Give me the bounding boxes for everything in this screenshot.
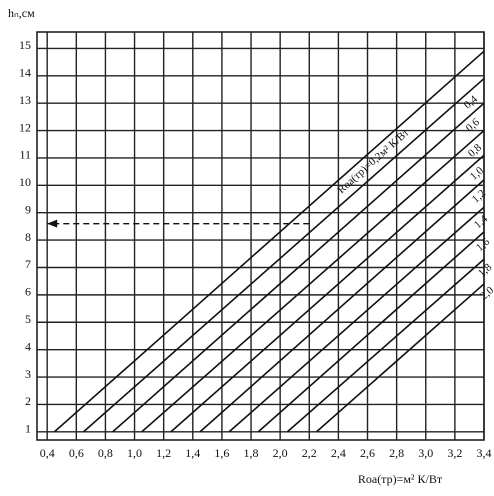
series-line <box>199 179 485 433</box>
series-line <box>286 258 485 433</box>
x-tick-label: 0,4 <box>40 446 55 460</box>
series-line <box>83 77 485 433</box>
x-tick-label: 0,6 <box>69 446 84 460</box>
x-tick-label: 3,4 <box>477 446 492 460</box>
y-tick-label: 10 <box>19 175 31 189</box>
guide-arrow <box>47 219 58 228</box>
x-tick-label: 2,4 <box>331 446 346 460</box>
x-tick-label: 2,2 <box>302 446 317 460</box>
series-line <box>112 102 485 433</box>
y-tick-label: 1 <box>25 422 31 436</box>
x-tick-label: 0,8 <box>98 446 113 460</box>
y-tick-label: 6 <box>25 285 31 299</box>
x-tick-label: 1,2 <box>156 446 171 460</box>
y-tick-label: 15 <box>19 38 31 52</box>
y-tick-label: 2 <box>25 394 31 408</box>
y-tick-label: 14 <box>19 66 31 80</box>
series-line <box>257 231 485 433</box>
series-line <box>228 206 485 433</box>
x-tick-label: 1,8 <box>244 446 259 460</box>
series-label: 2,0 <box>478 284 494 302</box>
y-tick-label: 12 <box>19 120 31 134</box>
series-line <box>170 154 485 433</box>
x-axis-label: Rоа(тр)=м² К/Вт <box>358 472 443 486</box>
y-tick-label: 9 <box>25 202 31 216</box>
x-tick-label: 1,4 <box>185 446 200 460</box>
x-tick-label: 2,0 <box>273 446 288 460</box>
x-tick-label: 2,8 <box>389 446 404 460</box>
series-line <box>141 129 485 433</box>
y-tick-label: 13 <box>19 93 31 107</box>
y-tick-label: 4 <box>25 339 31 353</box>
x-tick-label: 3,2 <box>447 446 462 460</box>
y-tick-label: 5 <box>25 312 31 326</box>
x-tick-label: 3,0 <box>418 446 433 460</box>
y-tick-label: 8 <box>25 230 31 244</box>
x-tick-label: 1,0 <box>127 446 142 460</box>
series-line <box>316 283 485 433</box>
y-tick-label: 3 <box>25 367 31 381</box>
x-tick-label: 1,6 <box>214 446 229 460</box>
y-axis-label: hₙ,см <box>8 6 35 20</box>
y-tick-label: 11 <box>19 148 31 162</box>
series-line <box>53 50 485 433</box>
x-tick-label: 2,6 <box>360 446 375 460</box>
y-tick-label: 7 <box>25 257 31 271</box>
